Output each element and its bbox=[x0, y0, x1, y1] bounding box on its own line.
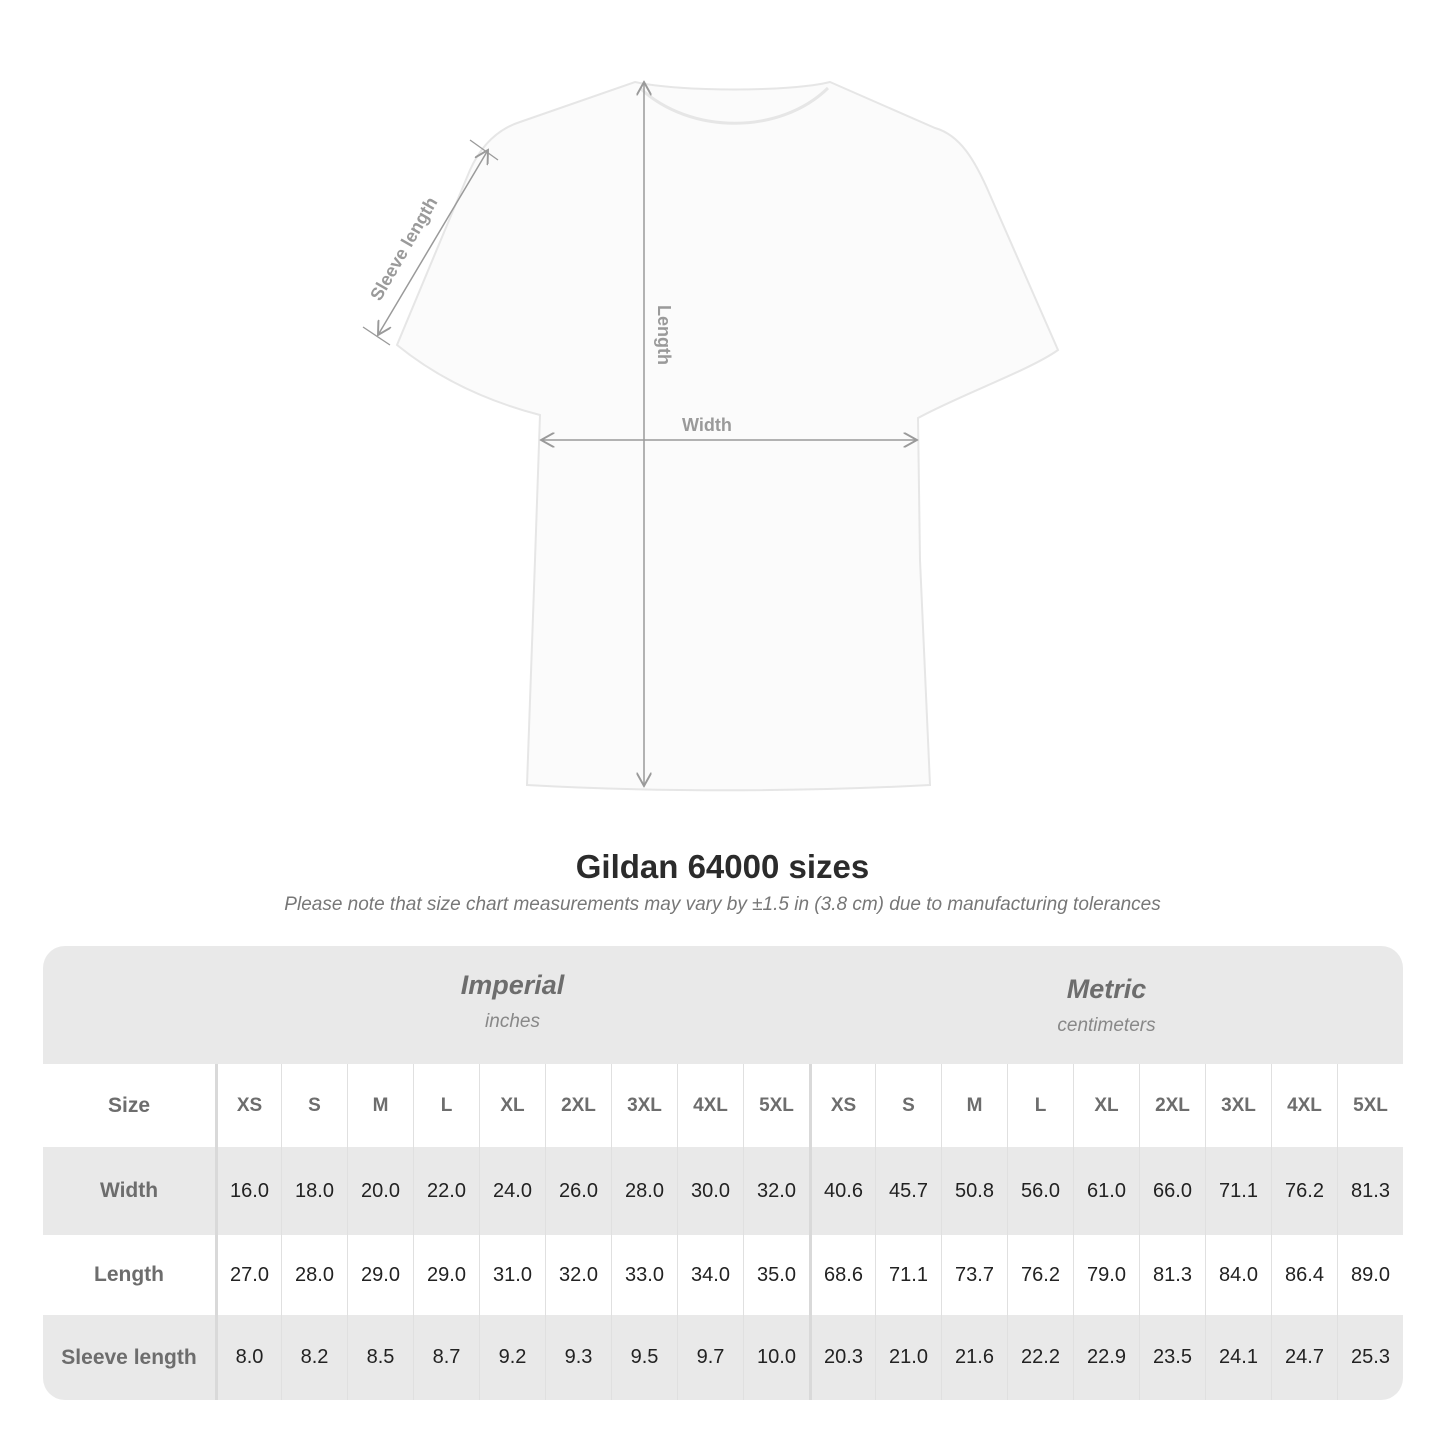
value-cell-imperial: 20.0 bbox=[347, 1147, 413, 1235]
table-row: Width 16.0 18.0 20.0 22.0 24.0 26.0 28.0 30.0 32.… bbox=[43, 1147, 1403, 1235]
value-cell-imperial: 18.0 bbox=[281, 1147, 347, 1235]
value-cell-imperial: 31.0 bbox=[479, 1235, 545, 1315]
tshirt-diagram: Sleeve length Length Width bbox=[362, 0, 1060, 792]
value-cell-metric: 40.6 bbox=[809, 1147, 875, 1235]
size-header-metric: 2XL bbox=[1139, 1064, 1205, 1147]
value-cell-metric: 25.3 bbox=[1337, 1315, 1403, 1400]
value-cell-metric: 24.1 bbox=[1205, 1315, 1271, 1400]
value-cell-metric: 71.1 bbox=[1205, 1147, 1271, 1235]
value-cell-metric: 20.3 bbox=[809, 1315, 875, 1400]
row-label: Length bbox=[94, 1263, 164, 1286]
value-cell-imperial: 29.0 bbox=[347, 1235, 413, 1315]
size-header-metric: L bbox=[1007, 1064, 1073, 1147]
value-cell-imperial: 35.0 bbox=[743, 1235, 809, 1315]
row-label: Width bbox=[99, 1179, 159, 1202]
size-table: Imperial inches Metric centimeters Size X… bbox=[43, 946, 1403, 1400]
value-cell-metric: 81.3 bbox=[1337, 1147, 1403, 1235]
size-header-row: Size XS S M L XL 2XL 3XL 4XL 5XL XS S M L XL 2XL 3XL 4XL 5… bbox=[43, 1064, 1403, 1147]
length-label: Length bbox=[654, 305, 674, 365]
size-header-metric: 3XL bbox=[1205, 1064, 1271, 1147]
value-cell-imperial: 9.3 bbox=[545, 1315, 611, 1400]
value-cell-metric: 73.7 bbox=[941, 1235, 1007, 1315]
metric-unit: centimeters bbox=[1057, 1015, 1156, 1036]
table-row: Length 27.0 28.0 29.0 29.0 31.0 32.0 33.0 34.0 35… bbox=[43, 1235, 1403, 1315]
imperial-title: Imperial bbox=[460, 970, 565, 1000]
value-cell-metric: 89.0 bbox=[1337, 1235, 1403, 1315]
tshirt-shape bbox=[395, 80, 1060, 792]
value-cell-imperial: 9.5 bbox=[611, 1315, 677, 1400]
imperial-header: Imperial inches bbox=[215, 970, 810, 1033]
sleeve-length-arrow bbox=[378, 150, 488, 335]
value-cell-imperial: 10.0 bbox=[743, 1315, 809, 1400]
value-cell-metric: 45.7 bbox=[875, 1147, 941, 1235]
tolerance-note: Please note that size chart measurements… bbox=[284, 894, 1161, 915]
size-header-imperial: 4XL bbox=[677, 1064, 743, 1147]
size-header-imperial: 2XL bbox=[545, 1064, 611, 1147]
size-header-metric: 5XL bbox=[1337, 1064, 1403, 1147]
imperial-unit: inches bbox=[485, 1011, 540, 1032]
value-cell-metric: 84.0 bbox=[1205, 1235, 1271, 1315]
value-cell-imperial: 28.0 bbox=[281, 1235, 347, 1315]
value-cell-imperial: 8.0 bbox=[215, 1315, 281, 1400]
value-cell-metric: 68.6 bbox=[809, 1235, 875, 1315]
value-cell-imperial: 16.0 bbox=[215, 1147, 281, 1235]
value-cell-metric: 21.0 bbox=[875, 1315, 941, 1400]
size-header-imperial: S bbox=[281, 1064, 347, 1147]
width-label: Width bbox=[682, 415, 732, 435]
size-header-metric: M bbox=[941, 1064, 1007, 1147]
value-cell-imperial: 22.0 bbox=[413, 1147, 479, 1235]
page-title: Gildan 64000 sizes bbox=[575, 848, 870, 885]
size-header-metric: S bbox=[875, 1064, 941, 1147]
value-cell-imperial: 9.2 bbox=[479, 1315, 545, 1400]
size-header-metric: XS bbox=[809, 1064, 875, 1147]
value-cell-imperial: 34.0 bbox=[677, 1235, 743, 1315]
value-cell-metric: 79.0 bbox=[1073, 1235, 1139, 1315]
value-cell-metric: 22.2 bbox=[1007, 1315, 1073, 1400]
value-cell-metric: 22.9 bbox=[1073, 1315, 1139, 1400]
value-cell-imperial: 9.7 bbox=[677, 1315, 743, 1400]
value-cell-metric: 23.5 bbox=[1139, 1315, 1205, 1400]
size-header-imperial: 3XL bbox=[611, 1064, 677, 1147]
value-cell-imperial: 29.0 bbox=[413, 1235, 479, 1315]
size-header-imperial: XL bbox=[479, 1064, 545, 1147]
value-cell-imperial: 33.0 bbox=[611, 1235, 677, 1315]
value-cell-metric: 81.3 bbox=[1139, 1235, 1205, 1315]
value-cell-imperial: 8.7 bbox=[413, 1315, 479, 1400]
value-cell-imperial: 8.2 bbox=[281, 1315, 347, 1400]
size-header-imperial: M bbox=[347, 1064, 413, 1147]
size-header-metric: XL bbox=[1073, 1064, 1139, 1147]
row-label: Size bbox=[107, 1093, 151, 1117]
value-cell-imperial: 8.5 bbox=[347, 1315, 413, 1400]
size-header-imperial: XS bbox=[215, 1064, 281, 1147]
value-cell-metric: 71.1 bbox=[875, 1235, 941, 1315]
value-cell-imperial: 27.0 bbox=[215, 1235, 281, 1315]
value-cell-metric: 50.8 bbox=[941, 1147, 1007, 1235]
metric-title: Metric bbox=[1066, 974, 1147, 1004]
value-cell-metric: 76.2 bbox=[1007, 1235, 1073, 1315]
metric-header: Metric centimeters bbox=[810, 974, 1403, 1037]
table-row: Sleeve length 8.0 8.2 8.5 8.7 9.2 9.3 9.5 9.7 10.… bbox=[43, 1315, 1403, 1400]
value-cell-imperial: 32.0 bbox=[545, 1235, 611, 1315]
value-cell-metric: 66.0 bbox=[1139, 1147, 1205, 1235]
value-cell-metric: 21.6 bbox=[941, 1315, 1007, 1400]
value-cell-metric: 76.2 bbox=[1271, 1147, 1337, 1235]
value-cell-imperial: 26.0 bbox=[545, 1147, 611, 1235]
value-cell-metric: 56.0 bbox=[1007, 1147, 1073, 1235]
value-cell-metric: 24.7 bbox=[1271, 1315, 1337, 1400]
size-header-metric: 4XL bbox=[1271, 1064, 1337, 1147]
value-cell-imperial: 28.0 bbox=[611, 1147, 677, 1235]
value-cell-metric: 61.0 bbox=[1073, 1147, 1139, 1235]
value-cell-imperial: 32.0 bbox=[743, 1147, 809, 1235]
value-cell-metric: 86.4 bbox=[1271, 1235, 1337, 1315]
size-header-imperial: L bbox=[413, 1064, 479, 1147]
size-header-imperial: 5XL bbox=[743, 1064, 809, 1147]
value-cell-imperial: 24.0 bbox=[479, 1147, 545, 1235]
value-cell-imperial: 30.0 bbox=[677, 1147, 743, 1235]
row-label: Sleeve length bbox=[61, 1345, 197, 1369]
